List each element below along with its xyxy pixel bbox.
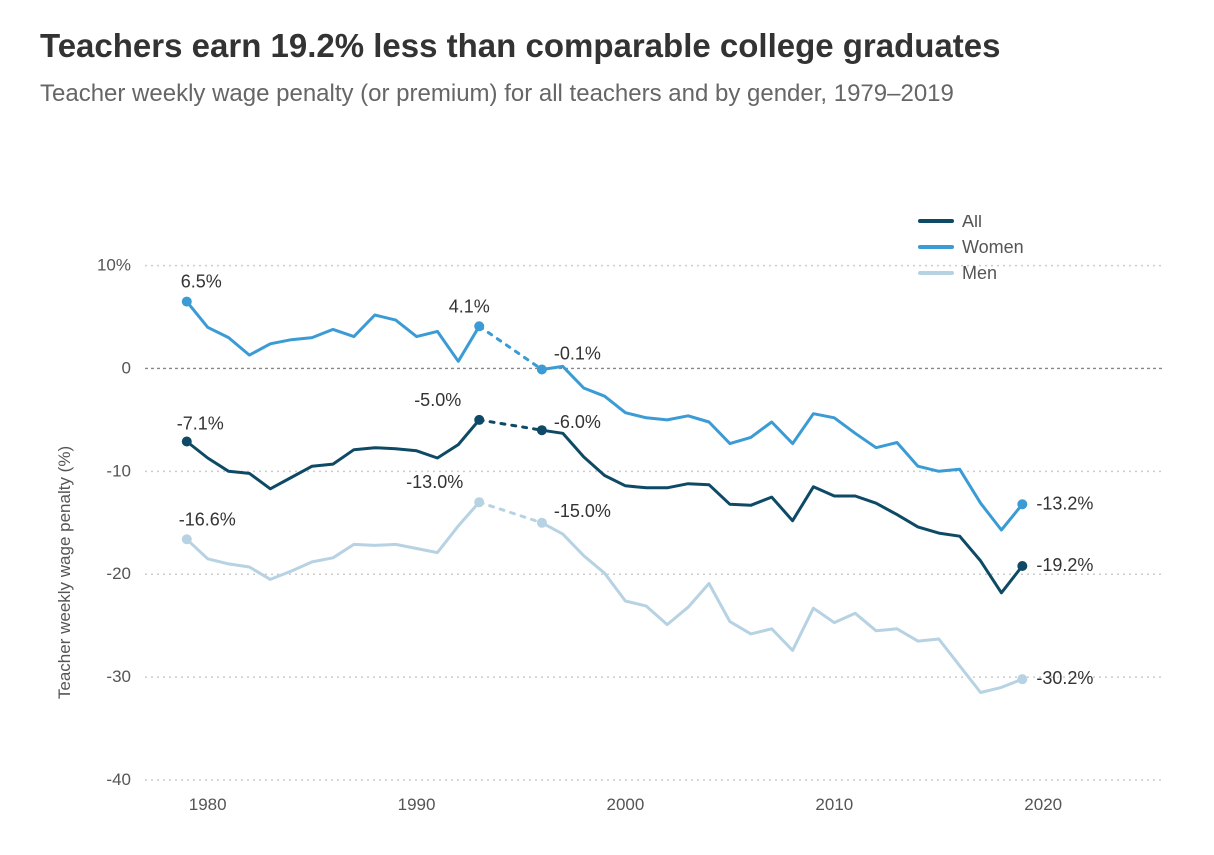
series-dashed-women	[479, 326, 542, 369]
point-label: -13.0%	[406, 472, 463, 492]
point-label: -30.2%	[1036, 668, 1093, 688]
legend-label: Men	[962, 263, 997, 283]
point-label: -0.1%	[554, 343, 601, 363]
series-marker-all	[474, 415, 484, 425]
point-label: -5.0%	[414, 390, 461, 410]
y-axis-title: Teacher weekly wage penalty (%)	[55, 446, 74, 699]
series-dashed-men	[479, 502, 542, 523]
x-tick-label: 2000	[607, 795, 645, 814]
series-marker-all	[537, 425, 547, 435]
point-label: 6.5%	[181, 272, 222, 292]
x-tick-label: 1980	[189, 795, 227, 814]
chart-title: Teachers earn 19.2% less than comparable…	[40, 25, 1174, 66]
point-label: -19.2%	[1036, 555, 1093, 575]
legend-label: All	[962, 215, 982, 231]
y-tick-label: -30	[106, 667, 131, 686]
point-label: -6.0%	[554, 412, 601, 432]
line-chart: -40 -30 -20 -10 0 10% 1980 1990 2000 2010 2020 Teac…	[40, 215, 1170, 825]
y-tick-label: 0	[122, 358, 131, 377]
series-marker-women	[537, 364, 547, 374]
series-marker-women	[1017, 499, 1027, 509]
point-label: -15.0%	[554, 501, 611, 521]
x-tick-label: 2010	[815, 795, 853, 814]
legend-label: Women	[962, 237, 1024, 257]
chart-subtitle: Teacher weekly wage penalty (or premium)…	[40, 78, 1174, 110]
y-tick-label: -20	[106, 564, 131, 583]
x-tick-label: 1990	[398, 795, 436, 814]
series-marker-men	[1017, 674, 1027, 684]
chart-container: Teachers earn 19.2% less than comparable…	[0, 0, 1214, 855]
series-dashed-all	[479, 420, 542, 430]
series-line-men	[187, 502, 1023, 692]
series-line-women	[187, 302, 1023, 530]
series-marker-all	[182, 437, 192, 447]
series-marker-men	[537, 518, 547, 528]
point-label: 4.1%	[449, 296, 490, 316]
point-label: -13.2%	[1036, 493, 1093, 513]
series-marker-all	[1017, 561, 1027, 571]
point-label: -16.6%	[179, 509, 236, 529]
x-tick-label: 2020	[1024, 795, 1062, 814]
y-tick-label: -40	[106, 770, 131, 789]
point-label: -7.1%	[177, 414, 224, 434]
series-marker-men	[474, 497, 484, 507]
series-marker-women	[474, 321, 484, 331]
y-tick-label: -10	[106, 461, 131, 480]
series-marker-women	[182, 297, 192, 307]
series-marker-men	[182, 534, 192, 544]
y-tick-label: 10%	[97, 256, 131, 275]
